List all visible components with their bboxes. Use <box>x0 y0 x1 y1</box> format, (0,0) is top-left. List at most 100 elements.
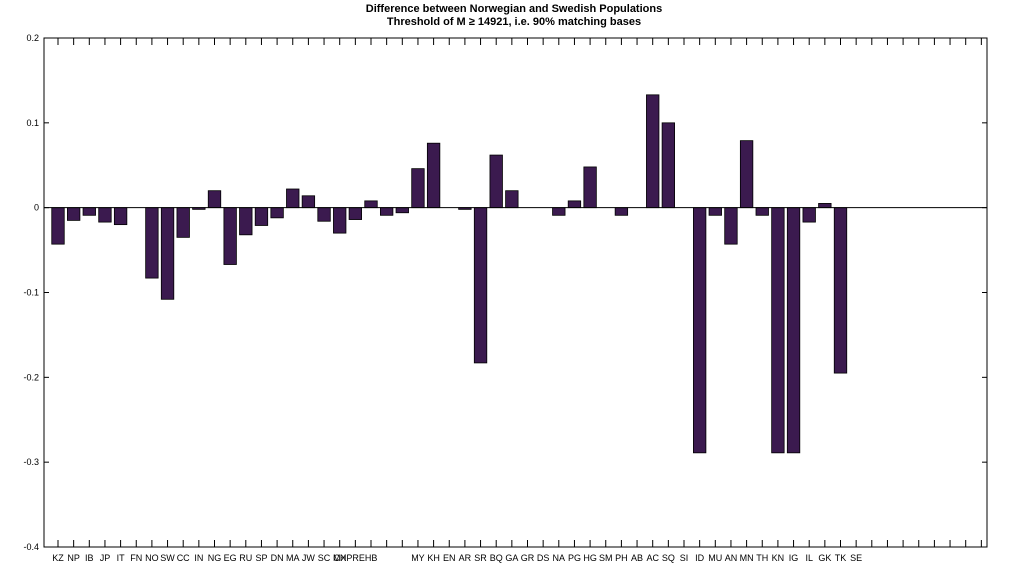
bar-tk <box>833 207 848 374</box>
y-tick-label: -0.2 <box>23 372 39 382</box>
y-tick-label: 0 <box>34 203 39 213</box>
bar-hg <box>583 166 597 209</box>
x-tick-label: GR <box>521 553 535 563</box>
bar-sr <box>473 207 488 364</box>
bar-ig <box>786 207 801 454</box>
x-tick-label: SC <box>318 553 331 563</box>
bar-eh <box>379 207 394 216</box>
x-tick-label: IN <box>194 553 203 563</box>
x-tick-label: EG <box>224 553 237 563</box>
bar-ng <box>207 190 222 209</box>
chart-title: Difference between Norwegian and Swedish… <box>366 3 662 15</box>
x-axis-labels: KZ NP IB JP IT FN NO SW CC IN NG EG RU SP DN MA JW SC MXCH… <box>52 553 862 563</box>
bar-sq <box>661 122 675 209</box>
x-tick-label: CHPREHB <box>333 553 377 563</box>
x-tick-label: NP <box>67 553 80 563</box>
x-tick-label: PH <box>615 553 628 563</box>
bar-na <box>552 207 566 216</box>
bar-kz <box>51 207 65 245</box>
bar-ch <box>348 207 363 220</box>
bar-my <box>411 168 425 209</box>
x-tick-label: DS <box>537 553 550 563</box>
x-tick-label: MU <box>708 553 722 563</box>
x-tick-label: RU <box>239 553 252 563</box>
x-tick-label: PG <box>568 553 581 563</box>
bar-id <box>693 207 707 454</box>
x-tick-label: NG <box>208 553 222 563</box>
bar-dn <box>270 207 284 219</box>
bar-ib <box>82 207 96 216</box>
x-tick-label: SR <box>474 553 487 563</box>
bar-sc <box>317 207 331 222</box>
chart-subtitle: Threshold of M ≥ 14921, i.e. 90% matchin… <box>387 16 641 28</box>
x-tick-label: ID <box>695 553 705 563</box>
y-tick-label: -0.4 <box>23 542 39 552</box>
x-tick-label: IB <box>85 553 94 563</box>
x-tick-label: KZ <box>52 553 64 563</box>
bar-eg <box>223 207 237 265</box>
bar-kh <box>426 142 441 209</box>
x-tick-label: FN <box>130 553 142 563</box>
bar-th <box>755 207 769 216</box>
x-tick-label: TK <box>835 553 847 563</box>
x-tick-label: KH <box>427 553 440 563</box>
bar-gk <box>818 203 832 209</box>
bar-mn <box>739 140 754 209</box>
x-tick-label: SQ <box>662 553 675 563</box>
x-tick-label: DN <box>271 553 284 563</box>
x-tick-label: SP <box>255 553 267 563</box>
y-tick-label: 0.2 <box>26 33 39 43</box>
y-tick-label: -0.3 <box>23 457 39 467</box>
x-tick-label: KN <box>772 553 785 563</box>
bar-an <box>724 207 738 245</box>
bar-ru <box>239 207 253 236</box>
x-tick-label: AR <box>459 553 472 563</box>
bar-no <box>145 207 159 279</box>
bars <box>51 94 848 454</box>
bar-sw <box>160 207 175 300</box>
bar-ma <box>286 188 300 209</box>
bar-pg <box>567 200 582 209</box>
x-tick-label: AB <box>631 553 643 563</box>
bar-kn <box>771 207 785 454</box>
bar-ga <box>505 190 519 209</box>
bar-jw <box>301 195 316 209</box>
x-tick-label: SI <box>680 553 689 563</box>
y-tick-label: 0.1 <box>26 118 39 128</box>
bar-np <box>67 207 81 221</box>
x-tick-label: SM <box>599 553 613 563</box>
bar-bq <box>489 154 503 209</box>
bar-b <box>395 207 409 214</box>
axis-ticks <box>44 37 987 548</box>
x-tick-label: JP <box>100 553 111 563</box>
x-tick-label: NA <box>553 553 566 563</box>
x-tick-label: BQ <box>490 553 503 563</box>
x-tick-label: MN <box>740 553 754 563</box>
x-tick-label: TH <box>756 553 768 563</box>
bar-mx <box>333 207 347 234</box>
bar-pr <box>364 200 378 209</box>
x-tick-label: AN <box>725 553 738 563</box>
x-tick-label: IT <box>117 553 126 563</box>
bar-jp <box>98 207 112 223</box>
x-tick-label: MA <box>286 553 300 563</box>
x-tick-label: NO <box>145 553 159 563</box>
bar-mu <box>708 207 722 216</box>
bar-il <box>802 207 816 223</box>
x-tick-label: IL <box>805 553 813 563</box>
bar-ph <box>614 207 629 216</box>
x-tick-label: SW <box>160 553 175 563</box>
x-tick-label: MX <box>333 553 347 563</box>
x-tick-label: IG <box>789 553 799 563</box>
x-tick-label: SE <box>850 553 862 563</box>
bar-sp <box>254 207 269 226</box>
bar-it <box>113 207 128 226</box>
bar-ac <box>646 94 660 209</box>
x-tick-label: CC <box>177 553 190 563</box>
x-tick-label: AC <box>646 553 659 563</box>
x-tick-label: MY <box>411 553 425 563</box>
x-tick-label: GA <box>505 553 518 563</box>
x-tick-label: JW <box>302 553 316 563</box>
x-tick-label: HG <box>583 553 597 563</box>
